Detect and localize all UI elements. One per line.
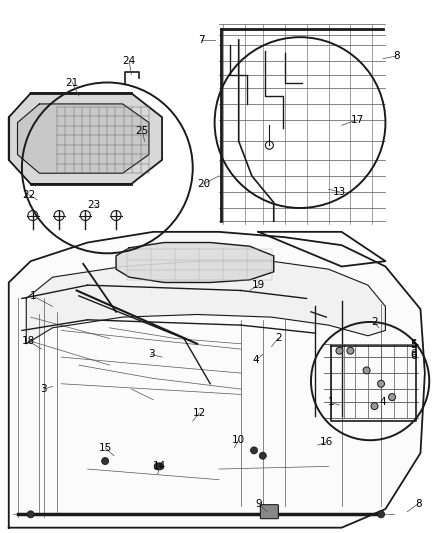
Circle shape — [347, 347, 354, 354]
Text: 3: 3 — [148, 350, 155, 359]
Text: 1: 1 — [29, 291, 36, 301]
Text: 8: 8 — [415, 499, 422, 508]
Text: 8: 8 — [393, 51, 400, 61]
Text: 16: 16 — [320, 438, 333, 447]
Text: 7: 7 — [198, 35, 205, 45]
Text: 3: 3 — [40, 384, 47, 394]
Text: 25: 25 — [136, 126, 149, 135]
Text: 22: 22 — [22, 190, 35, 199]
Circle shape — [378, 380, 385, 387]
Circle shape — [378, 511, 385, 518]
Circle shape — [336, 347, 343, 354]
Text: 2: 2 — [371, 318, 378, 327]
Text: 6: 6 — [410, 351, 417, 360]
Text: 9: 9 — [255, 499, 262, 508]
Text: 18: 18 — [22, 336, 35, 346]
Circle shape — [251, 447, 258, 454]
Polygon shape — [18, 104, 149, 173]
Text: 19: 19 — [252, 280, 265, 290]
Text: 23: 23 — [88, 200, 101, 210]
Text: 15: 15 — [99, 443, 112, 453]
Text: 13: 13 — [333, 187, 346, 197]
Circle shape — [154, 463, 161, 470]
Text: 6: 6 — [410, 350, 417, 359]
Text: 5: 5 — [410, 340, 417, 350]
Text: 2: 2 — [275, 334, 282, 343]
Text: 12: 12 — [193, 408, 206, 418]
Circle shape — [156, 463, 163, 470]
Text: 1: 1 — [327, 398, 334, 407]
Circle shape — [259, 452, 266, 459]
Text: 10: 10 — [232, 435, 245, 445]
Text: 5: 5 — [410, 339, 417, 349]
Circle shape — [371, 402, 378, 410]
Circle shape — [389, 393, 396, 401]
Text: 4: 4 — [380, 398, 387, 407]
Text: 21: 21 — [66, 78, 79, 87]
FancyBboxPatch shape — [260, 505, 279, 519]
Text: 17: 17 — [350, 115, 364, 125]
Polygon shape — [9, 232, 425, 528]
Text: 14: 14 — [153, 462, 166, 471]
Circle shape — [102, 457, 109, 465]
Polygon shape — [26, 261, 385, 344]
Text: 24: 24 — [123, 56, 136, 66]
Circle shape — [27, 511, 34, 518]
Circle shape — [363, 367, 370, 374]
Polygon shape — [9, 93, 162, 184]
Text: 20: 20 — [197, 179, 210, 189]
Polygon shape — [116, 243, 274, 282]
Text: 4: 4 — [253, 355, 260, 365]
